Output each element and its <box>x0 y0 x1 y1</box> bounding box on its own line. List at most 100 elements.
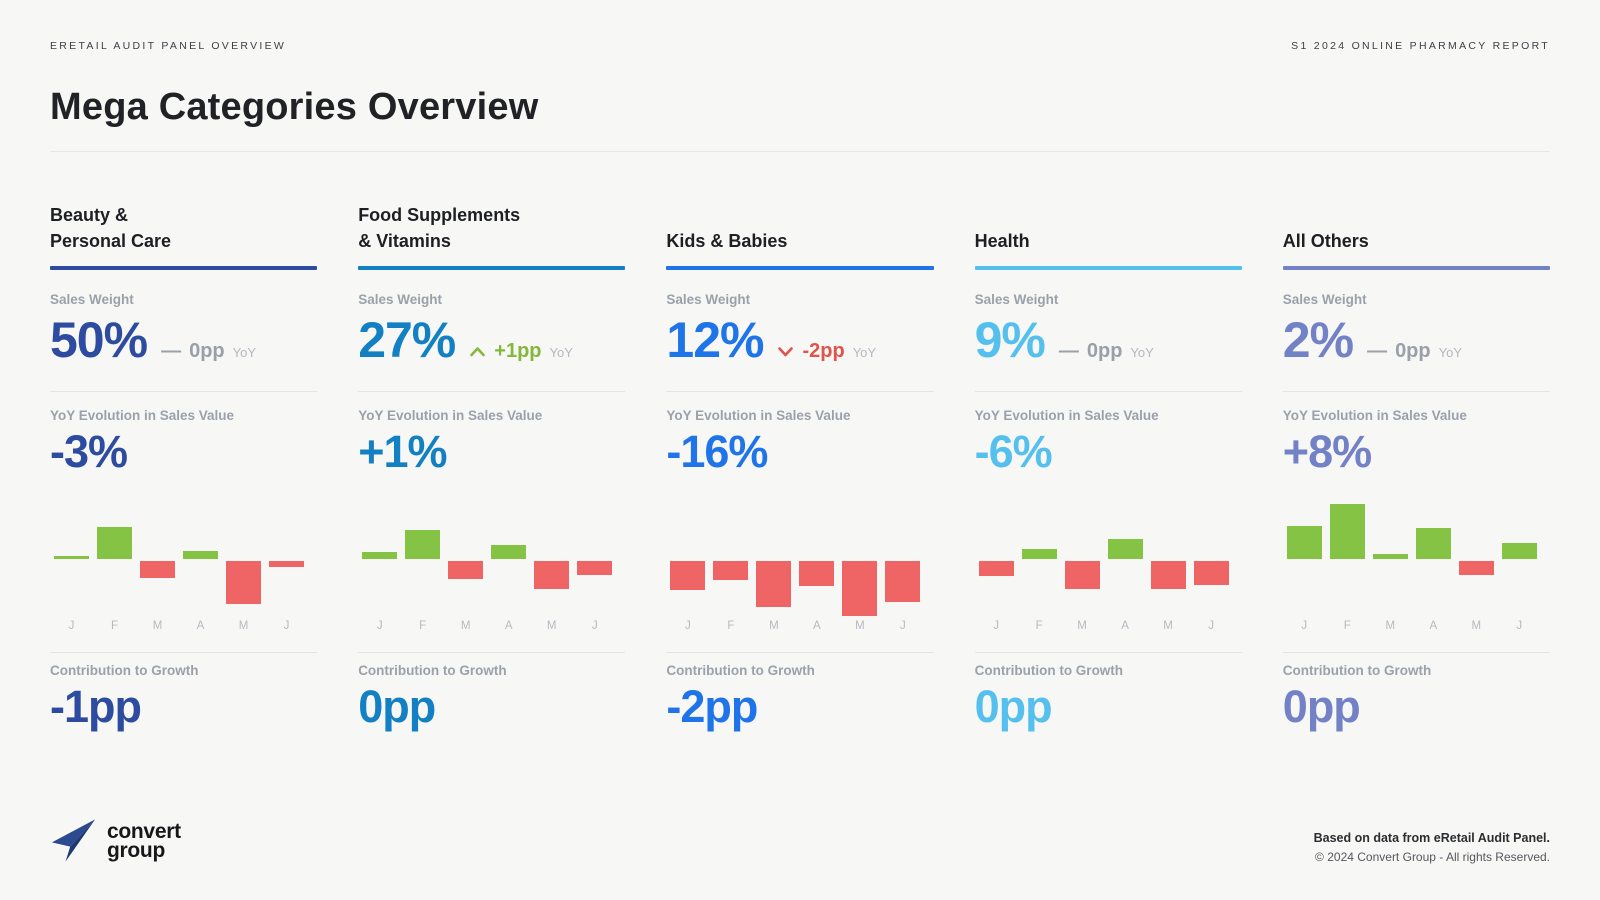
sales-weight-value: 2% <box>1282 312 1354 368</box>
chart-bar <box>1021 549 1057 559</box>
footer-copyright: © 2024 Convert Group - All rights Reserv… <box>1315 850 1550 864</box>
logo-word-line: group <box>107 838 165 862</box>
month-label: A <box>504 620 513 632</box>
chart-bar <box>1329 504 1365 559</box>
month-label: M <box>1471 620 1482 632</box>
mini-bar-chart <box>358 493 625 618</box>
yoy-evolution-value: +8% <box>1282 426 1372 477</box>
sales-weight-row: 9% — 0pp YoY <box>975 311 1242 371</box>
mini-bar-chart <box>975 493 1242 618</box>
sales-weight-value: 27% <box>358 312 456 368</box>
sales-weight-delta-value: +1pp <box>494 340 542 362</box>
month-label: M <box>1077 620 1087 632</box>
month-label: M <box>1385 620 1396 632</box>
contribution-label: Contribution to Growth <box>1282 663 1432 678</box>
trend-flat-icon: — <box>161 340 182 362</box>
trend-flat-icon: — <box>1367 340 1388 362</box>
top-bar: ERETAIL AUDIT PANEL OVERVIEW S1 2024 ONL… <box>0 0 1600 52</box>
title-divider <box>50 151 1550 152</box>
category-title-line: All Others <box>1282 231 1369 251</box>
sales-weight-label: Sales Weight <box>1282 292 1367 307</box>
chart-bar <box>577 561 613 576</box>
month-label: J <box>1516 620 1523 632</box>
month-label: M <box>460 620 471 632</box>
month-label: M <box>238 620 249 632</box>
chart-bar <box>842 561 878 616</box>
yoy-evolution-value: -16% <box>666 426 768 477</box>
sales-weight-label: Sales Weight <box>358 292 442 307</box>
divider <box>358 652 626 653</box>
paper-plane-icon <box>51 819 96 862</box>
sales-weight-row: 12% -2pp YoY <box>666 311 933 371</box>
categories-grid: Beauty & Personal Care Sales Weight 50% … <box>50 190 1550 734</box>
yoy-suffix-label: YoY <box>1438 345 1463 360</box>
chart-bar <box>534 561 570 589</box>
report-section-label: ERETAIL AUDIT PANEL OVERVIEW <box>50 40 287 52</box>
category-accent-bar <box>974 266 1242 270</box>
contribution-value: -2pp <box>666 681 758 732</box>
sales-weight-delta: +1pp YoY <box>469 340 573 363</box>
month-label: F <box>1343 620 1351 632</box>
contribution-value: -1pp <box>50 681 142 732</box>
chart-bar <box>756 561 792 608</box>
divider <box>50 652 318 653</box>
month-label: J <box>993 620 999 632</box>
category-accent-bar <box>1282 266 1550 270</box>
month-label: F <box>727 620 735 632</box>
sales-weight-delta: — 0pp YoY <box>1367 340 1462 363</box>
category-accent-bar <box>50 266 318 270</box>
chart-bar <box>140 561 175 578</box>
report-name-label: S1 2024 ONLINE PHARMACY REPORT <box>1291 40 1550 52</box>
yoy-evolution-value: +1% <box>358 426 447 477</box>
month-label: M <box>546 620 557 632</box>
yoy-suffix-label: YoY <box>852 345 877 360</box>
category-title: Health <box>975 190 1242 254</box>
sales-weight-value: 50% <box>50 312 148 368</box>
category-card-food-supplements-vitamins: Food Supplements & Vitamins Sales Weight… <box>358 190 626 734</box>
month-label: J <box>591 620 598 632</box>
footer: convert group Based on data from eRetail… <box>50 817 1550 864</box>
chart-bar <box>183 551 218 559</box>
yoy-evolution-label: YoY Evolution in Sales Value <box>358 408 543 423</box>
chart-bar <box>670 561 706 590</box>
yoy-evolution-value: -3% <box>50 426 128 477</box>
chart-bar <box>885 561 921 602</box>
divider <box>974 652 1242 653</box>
chart-bar <box>1415 528 1451 559</box>
chart-bar <box>978 561 1014 577</box>
yoy-evolution-label: YoY Evolution in Sales Value <box>50 408 235 423</box>
chart-bar <box>1150 561 1186 589</box>
divider <box>358 391 626 392</box>
divider <box>974 391 1242 392</box>
divider <box>1282 391 1550 392</box>
category-accent-bar <box>666 266 934 270</box>
month-label: A <box>1121 620 1129 632</box>
sales-weight-label: Sales Weight <box>50 292 134 307</box>
category-title-line: & Vitamins <box>358 231 451 251</box>
month-label: J <box>1208 620 1214 632</box>
category-title: Food Supplements & Vitamins <box>358 190 625 254</box>
category-card-all-others: All Others Sales Weight 2% — 0pp YoY YoY… <box>1282 190 1550 734</box>
contribution-label: Contribution to Growth <box>666 663 815 678</box>
category-card-health: Health Sales Weight 9% — 0pp YoY YoY Evo… <box>974 190 1242 734</box>
mini-bar-chart <box>666 493 933 618</box>
logo-word-line: convert <box>107 819 181 843</box>
sales-weight-label: Sales Weight <box>666 292 751 307</box>
sales-weight-row: 50% — 0pp YoY <box>50 311 317 371</box>
convert-group-logo: convert group <box>50 817 181 864</box>
contribution-value: 0pp <box>974 681 1053 732</box>
month-label: J <box>376 620 383 632</box>
chart-bar <box>1064 561 1100 589</box>
month-label: A <box>813 620 821 632</box>
chart-bar <box>54 555 89 559</box>
yoy-evolution-label: YoY Evolution in Sales Value <box>1282 408 1467 423</box>
chart-bar <box>799 561 835 587</box>
category-accent-bar <box>358 266 626 270</box>
category-title: Beauty & Personal Care <box>50 190 317 254</box>
chart-bar <box>269 561 304 567</box>
month-label: A <box>196 620 205 632</box>
contribution-value: 0pp <box>1282 681 1361 732</box>
